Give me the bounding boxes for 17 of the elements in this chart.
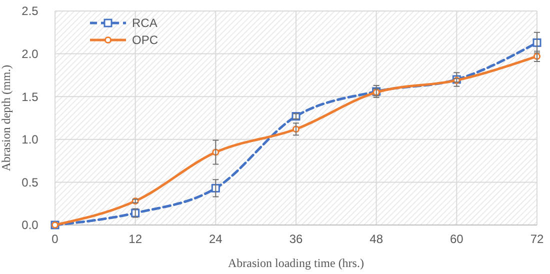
x-tick-label: 60 (450, 232, 464, 246)
x-tick-label: 12 (128, 232, 142, 246)
x-tick-label: 48 (370, 232, 384, 246)
y-tick-label: 1.5 (22, 90, 39, 104)
x-tick-label: 24 (208, 232, 223, 246)
y-tick-label: 1.0 (22, 132, 39, 147)
x-tick-label: 36 (289, 232, 303, 246)
y-tick-label: 2.0 (22, 47, 39, 61)
y-tick-label: 2.5 (22, 4, 39, 18)
x-tick-label: 0 (52, 232, 59, 246)
x-tick-label: 72 (530, 232, 544, 246)
y-axis-title: Abrasion depth (mm.) (0, 64, 13, 172)
y-tick-label: 0.5 (22, 175, 39, 190)
x-axis-title: Abrasion loading time (hrs.) (228, 256, 364, 270)
y-tick-label: 0.0 (22, 218, 39, 232)
legend-label: RCA (132, 16, 158, 30)
legend-label: OPC (132, 33, 158, 48)
